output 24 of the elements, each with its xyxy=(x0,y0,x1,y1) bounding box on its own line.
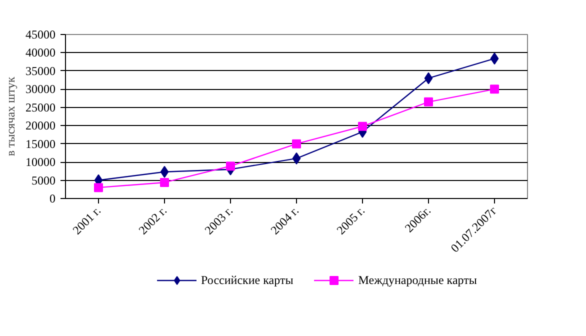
point xyxy=(94,183,103,192)
point xyxy=(490,52,499,65)
y-tick-label: 10000 xyxy=(26,155,56,170)
point xyxy=(160,166,169,178)
y-tick-label: 25000 xyxy=(26,100,56,114)
y-tick-label: 5000 xyxy=(32,173,56,188)
point xyxy=(358,122,367,131)
point xyxy=(424,72,433,84)
point xyxy=(292,152,301,164)
point xyxy=(292,139,301,148)
y-tick-label: 40000 xyxy=(26,46,56,60)
y-tick-label: 20000 xyxy=(26,118,56,133)
legend-label: Международные карты xyxy=(358,272,477,288)
y-tick-label: 45000 xyxy=(26,28,56,42)
y-tick-label: 15000 xyxy=(26,136,56,151)
point xyxy=(160,178,169,187)
point xyxy=(424,97,433,106)
point xyxy=(226,162,235,171)
y-tick-label: 30000 xyxy=(26,82,56,96)
point xyxy=(490,84,499,94)
y-tick-label: 0 xyxy=(50,192,56,206)
y-axis-title: в тысячах штук xyxy=(4,76,18,156)
y-tick-label: 35000 xyxy=(26,64,56,78)
legend-label: Российские карты xyxy=(201,272,294,288)
